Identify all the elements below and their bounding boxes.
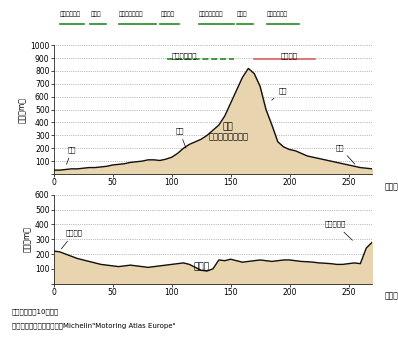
Text: ドイツ: ドイツ	[193, 262, 209, 271]
Text: 軟弱地盤対策: 軟弱地盤対策	[60, 11, 81, 17]
Text: 練馬: 練馬	[66, 146, 76, 164]
Text: （注）　平成10年時点: （注） 平成10年時点	[12, 308, 59, 315]
Text: 湯沢: 湯沢	[272, 88, 287, 100]
Text: ハンブルグ: ハンブルグ	[325, 221, 353, 240]
Y-axis label: 標高（m）: 標高（m）	[18, 97, 27, 122]
Text: ベルリン: ベルリン	[61, 230, 82, 249]
Text: （関越自動車道）: （関越自動車道）	[208, 132, 248, 141]
Text: 日本: 日本	[223, 122, 234, 131]
Text: 資料）国土地理院地形図、Michelin"Motoring Atlas Europe": 資料）国土地理院地形図、Michelin"Motoring Atlas Euro…	[12, 322, 176, 329]
Text: 高盛土: 高盛土	[90, 11, 101, 17]
Text: 距離（km）: 距離（km）	[385, 291, 398, 300]
Text: ハイピアの敷設: ハイピアの敷設	[199, 11, 223, 17]
Text: 長岡: 長岡	[336, 144, 355, 164]
Text: 積雪対策: 積雪対策	[280, 53, 297, 60]
Text: 軟弱地盤対策: 軟弱地盤対策	[267, 11, 288, 17]
Text: 高盛土: 高盛土	[237, 11, 247, 17]
Text: トンネル: トンネル	[160, 11, 174, 17]
Text: ハイピアの橋梁: ハイピアの橋梁	[119, 11, 144, 17]
Y-axis label: 標高（m）: 標高（m）	[23, 226, 32, 252]
Text: 関越トンネル: 関越トンネル	[172, 53, 197, 60]
Text: 前橋: 前橋	[175, 127, 186, 148]
Text: 距離（km）: 距離（km）	[385, 182, 398, 191]
